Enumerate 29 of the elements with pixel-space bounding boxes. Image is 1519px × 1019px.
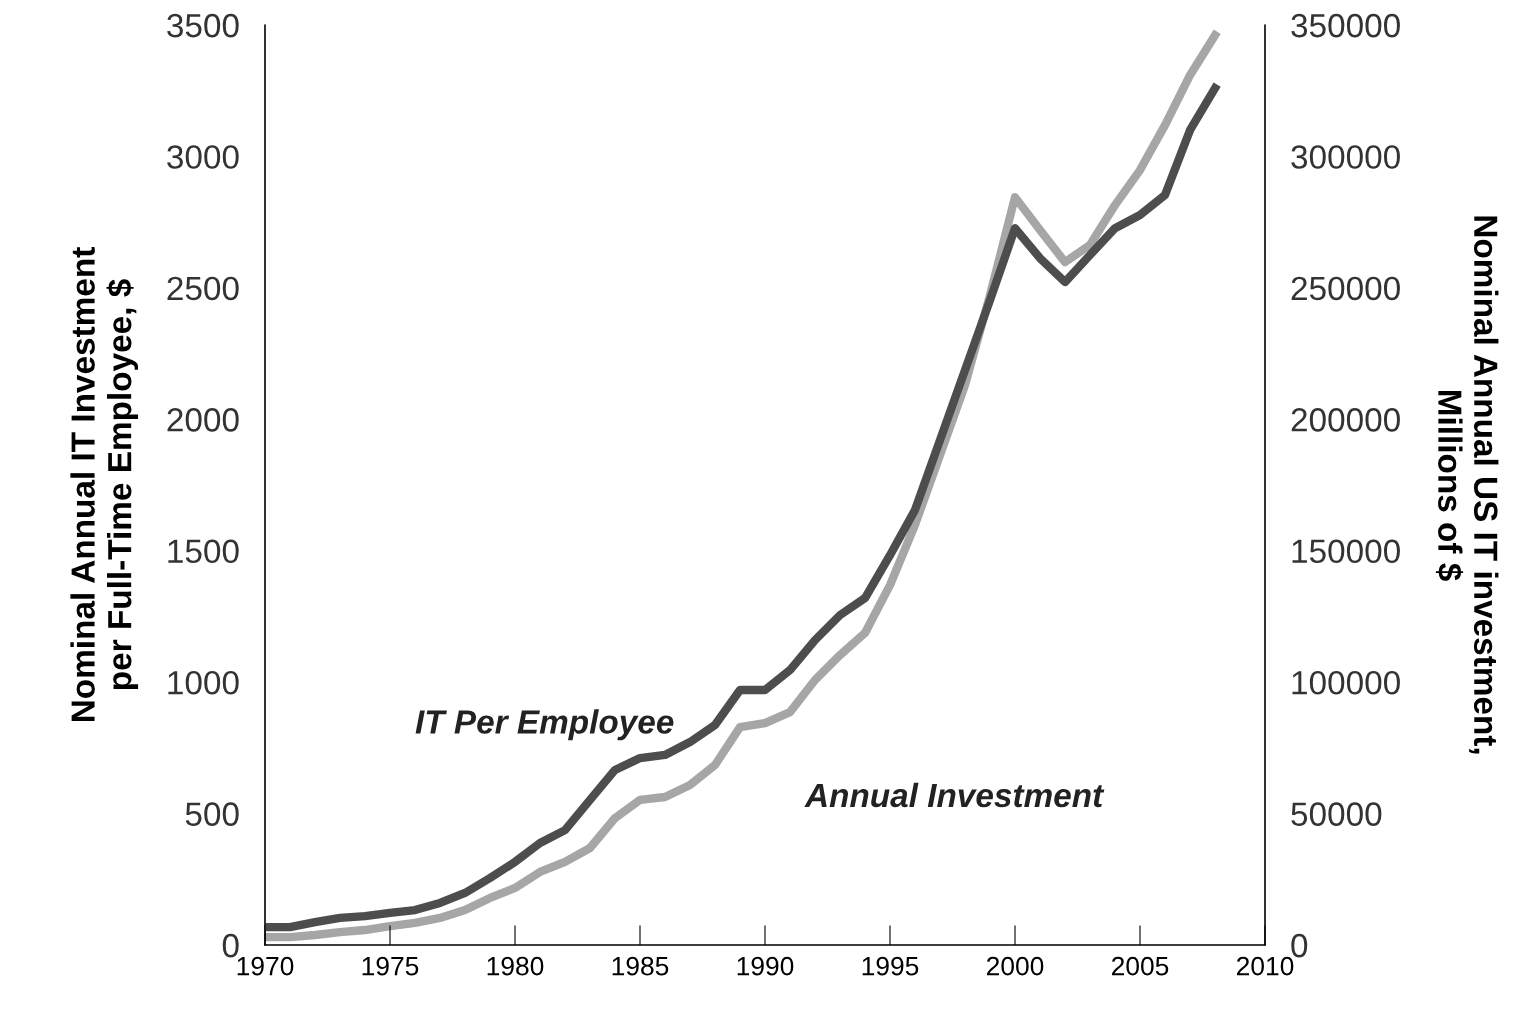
x-tick-label: 1970 <box>237 956 294 976</box>
y-tick-label: 1000 <box>168 670 239 695</box>
y2-tick-label: 100000 <box>1292 670 1400 695</box>
y-tick-label: 2500 <box>167 276 239 301</box>
y-tick-label: 500 <box>185 802 239 826</box>
x-tick-label: 1995 <box>862 956 919 976</box>
y2-tick-label: 300000 <box>1291 145 1400 169</box>
x-tick-label: 2000 <box>986 956 1044 976</box>
series-label: IT Per Employee <box>415 709 674 741</box>
x-tick-label: 2005 <box>1111 956 1169 976</box>
x-tick-label: 1980 <box>487 956 544 976</box>
y2-tick-label: 350000 <box>1291 13 1400 38</box>
y-tick-label: 3000 <box>167 145 239 169</box>
y2-tick-label: 50000 <box>1291 802 1382 826</box>
x-tick-label: 1985 <box>612 956 669 976</box>
y-tick-label: 2000 <box>167 408 239 432</box>
y-tick-label: 1500 <box>168 539 239 564</box>
text: Annual Investment <box>804 782 1105 808</box>
x-tick-label: 2010 <box>1236 956 1294 976</box>
y2-axis-title: Nominal Annual US IT investment, Millions of $ <box>1435 216 1499 754</box>
y2-tick-label: 200000 <box>1291 408 1400 432</box>
y-axis-title: Nominal Annual IT Investment per Full-Time Employee, $ <box>70 247 139 722</box>
y2-tick-label: 0 <box>1291 933 1308 958</box>
y2-tick-label: 150000 <box>1292 539 1400 564</box>
x-tick-label: 1975 <box>362 956 419 976</box>
y2-tick-label: 250000 <box>1291 276 1400 301</box>
y-tick-label: 3500 <box>167 13 239 38</box>
x-tick-label: 1990 <box>737 956 794 976</box>
y-tick-label: 0 <box>222 933 239 958</box>
